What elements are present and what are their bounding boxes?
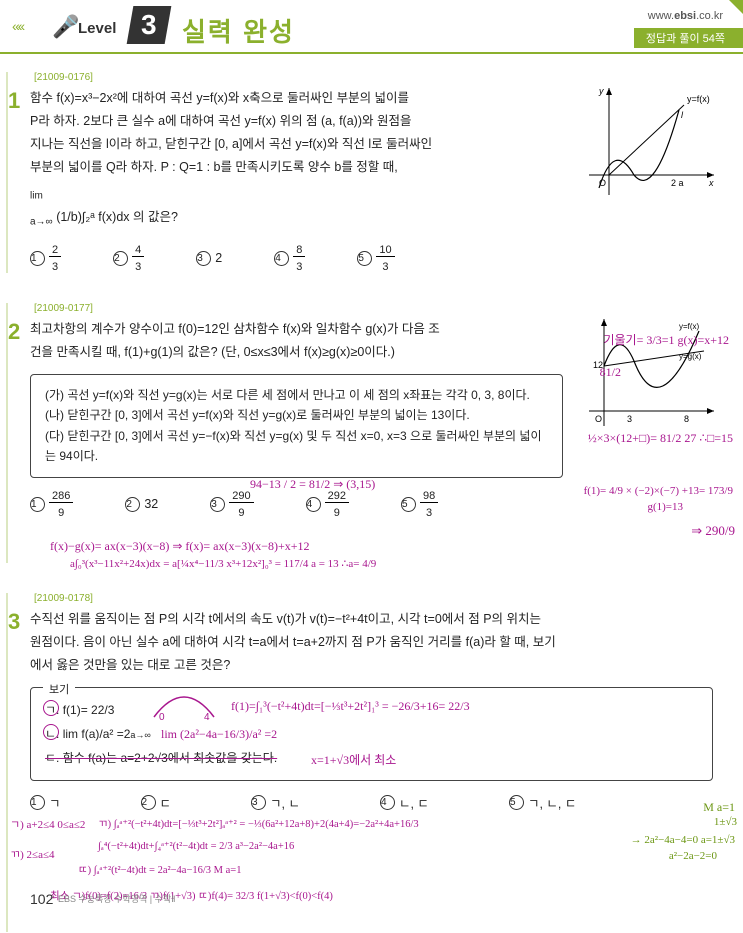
svg-text:3: 3: [627, 414, 632, 424]
back-arrows-icon: «‹‹: [12, 18, 23, 34]
condition-box: (가) 곡선 y=f(x)와 직선 y=g(x)는 서로 다른 세 점에서 만나…: [30, 374, 563, 478]
problem-number: 2: [8, 319, 20, 345]
svg-text:x: x: [708, 178, 714, 188]
mic-icon: 🎤: [52, 14, 79, 40]
handwriting: ㄱ) a+2≤4 0≤a≤2: [10, 816, 85, 832]
choices-1: 123 243 32 483 5103: [30, 244, 713, 273]
handwriting: M a=1: [703, 800, 735, 815]
handwriting: f(x)−g(x)= ax(x−3)(x−8) ⇒ f(x)= ax(x−3)(…: [50, 539, 310, 554]
level-number-box: 3: [127, 6, 172, 44]
handwriting: a²−2a−2=0: [669, 850, 717, 862]
graph-1: y=f(x) l O 2 a x y: [579, 80, 719, 200]
handwriting: f(1)=∫₁³(−t²+4t)dt=[−⅓t³+2t²]₁³ = −26/3+…: [231, 694, 470, 718]
handwriting: 81/2: [600, 365, 621, 380]
svg-text:8: 8: [684, 414, 689, 424]
svg-text:O: O: [595, 414, 602, 424]
handwriting: 94−13 / 2 = 81/2 ⇒ (3,15): [250, 477, 375, 492]
page-header: «‹‹ 🎤 Level 3 실력 완성 www.ebsi.co.kr 정답과 풀…: [0, 0, 743, 54]
svg-text:O: O: [599, 178, 606, 188]
handwriting: ∫ₐ⁴(−t²+4t)dt+∫₄ᵃ⁺²(t²−4t)dt = 2/3 a³−2a…: [98, 840, 294, 852]
handwriting: ㄸ) ∫ₐᵃ⁺²(t²−4t)dt = 2a²−4a−16/3 M a=1: [78, 862, 241, 877]
page-title: 실력 완성: [182, 12, 295, 49]
handwriting: 기울기= 3/3=1 g(x)=x+12: [603, 331, 729, 348]
handwriting: x=1+√3에서 최소: [311, 748, 396, 772]
handwriting: a∫₀³(x³−11x²+24x)dx = a[¼x⁴−11/3 x³+12x²…: [70, 557, 376, 570]
problem-1: [21009-0176] 1 함수 f(x)=x³−2x²에 대하여 곡선 y=…: [30, 72, 713, 273]
box-label: 보기: [43, 679, 75, 701]
handwriting: ㄲ) 2≤a≤4: [10, 846, 55, 862]
svg-text:y=f(x): y=f(x): [687, 94, 710, 104]
handwriting: → 2a²−4a−4=0 a=1±√3: [631, 834, 735, 846]
choices-3: 1ㄱ 2ㄷ 3ㄱ, ㄴ 4ㄴ, ㄷ 5ㄱ, ㄴ, ㄷ: [30, 793, 713, 812]
hw-parabola-icon: 04: [149, 692, 219, 722]
site-url: www.ebsi.co.kr: [648, 10, 723, 22]
handwriting: ½×3×(12+□)= 81/2 27 ∴□=15: [588, 431, 733, 446]
handwriting: lim (2a²−4a−16/3)/a² =2: [161, 722, 277, 746]
svg-text:0: 0: [159, 712, 165, 722]
svg-text:y=g(x): y=g(x): [679, 352, 702, 361]
content-area: [21009-0176] 1 함수 f(x)=x³−2x²에 대하여 곡선 y=…: [0, 54, 743, 932]
problem-2: [21009-0177] 2 최고차항의 계수가 양수이고 f(0)=12인 삼…: [30, 303, 713, 563]
answer-ref: 정답과 풀이 54쪽: [634, 28, 743, 48]
svg-text:y=f(x): y=f(x): [679, 322, 700, 331]
svg-text:4: 4: [204, 712, 210, 722]
handwriting: ㄲ) ∫ₐᵃ⁺²(−t²+4t)dt=[−⅓t³+2t²]ₐᵃ⁺² = −⅓(6…: [98, 816, 419, 831]
problem-3: [21009-0178] 3 수직선 위를 움직이는 점 P의 시각 t에서의 …: [30, 593, 713, 932]
problem-text: 수직선 위를 움직이는 점 P의 시각 t에서의 속도 v(t)가 v(t)=−…: [30, 608, 713, 677]
problem-id: [21009-0178]: [34, 593, 713, 604]
handwriting: g(1)=13: [647, 501, 683, 513]
handwriting: 1±√3: [714, 816, 737, 828]
bogi-box: 보기 ㄱ. f(1)= 22/3 ㄴ. lim f(a)/a² =2a→∞ ㄷ.…: [30, 687, 713, 781]
problem-number: 1: [8, 88, 20, 114]
corner-decoration: [729, 0, 743, 14]
page-number: 102: [30, 891, 53, 907]
level-label: Level: [78, 20, 116, 37]
handwriting: ⇒ 290/9: [691, 523, 735, 539]
page-source: EBS 수능특강 수학영역 | 수학Ⅱ: [58, 892, 176, 905]
svg-text:l: l: [681, 110, 684, 120]
svg-text:y: y: [598, 86, 604, 96]
svg-text:2 a: 2 a: [671, 178, 684, 188]
problem-number: 3: [8, 609, 20, 635]
handwriting: f(1)= 4/9 × (−2)×(−7) +13= 173/9: [584, 485, 733, 497]
